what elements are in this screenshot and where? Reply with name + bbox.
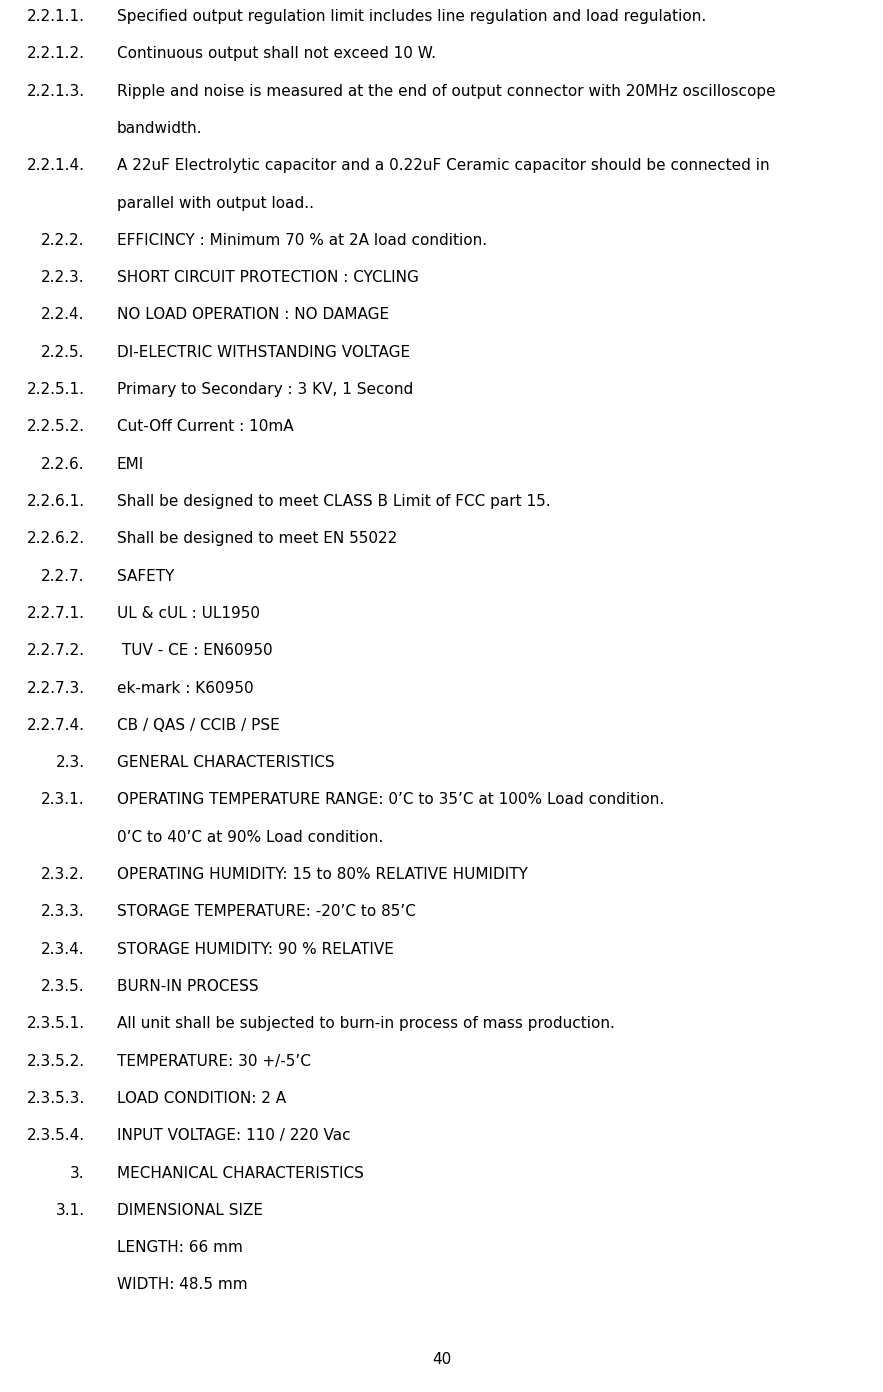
Text: 2.2.7.2.: 2.2.7.2. — [26, 643, 85, 658]
Text: 2.3.5.4.: 2.3.5.4. — [26, 1129, 85, 1143]
Text: 2.2.1.3.: 2.2.1.3. — [26, 84, 85, 99]
Text: STORAGE HUMIDITY: 90 % RELATIVE: STORAGE HUMIDITY: 90 % RELATIVE — [117, 942, 394, 956]
Text: UL & cUL : UL1950: UL & cUL : UL1950 — [117, 606, 260, 621]
Text: 2.2.5.2.: 2.2.5.2. — [26, 419, 85, 434]
Text: WIDTH: 48.5 mm: WIDTH: 48.5 mm — [117, 1278, 247, 1292]
Text: 2.3.: 2.3. — [56, 756, 85, 770]
Text: NO LOAD OPERATION : NO DAMAGE: NO LOAD OPERATION : NO DAMAGE — [117, 308, 389, 323]
Text: SAFETY: SAFETY — [117, 569, 174, 583]
Text: A 22uF Electrolytic capacitor and a 0.22uF Ceramic capacitor should be connected: A 22uF Electrolytic capacitor and a 0.22… — [117, 159, 769, 173]
Text: 2.3.1.: 2.3.1. — [42, 792, 85, 807]
Text: 2.3.5.: 2.3.5. — [42, 979, 85, 994]
Text: parallel with output load..: parallel with output load.. — [117, 196, 313, 210]
Text: 2.2.7.1.: 2.2.7.1. — [26, 606, 85, 621]
Text: 2.2.6.1.: 2.2.6.1. — [26, 494, 85, 509]
Text: Cut-Off Current : 10mA: Cut-Off Current : 10mA — [117, 419, 293, 434]
Text: LOAD CONDITION: 2 A: LOAD CONDITION: 2 A — [117, 1091, 286, 1105]
Text: 2.2.7.: 2.2.7. — [42, 569, 85, 583]
Text: 2.2.7.3.: 2.2.7.3. — [26, 681, 85, 696]
Text: bandwidth.: bandwidth. — [117, 121, 202, 136]
Text: 2.2.1.1.: 2.2.1.1. — [26, 10, 85, 24]
Text: 2.3.5.2.: 2.3.5.2. — [26, 1054, 85, 1069]
Text: 2.2.1.2.: 2.2.1.2. — [26, 46, 85, 61]
Text: 2.2.6.: 2.2.6. — [42, 457, 85, 472]
Text: OPERATING HUMIDITY: 15 to 80% RELATIVE HUMIDITY: OPERATING HUMIDITY: 15 to 80% RELATIVE H… — [117, 867, 527, 883]
Text: Ripple and noise is measured at the end of output connector with 20MHz oscillosc: Ripple and noise is measured at the end … — [117, 84, 775, 99]
Text: STORAGE TEMPERATURE: -20’C to 85’C: STORAGE TEMPERATURE: -20’C to 85’C — [117, 905, 415, 919]
Text: 2.3.5.1.: 2.3.5.1. — [26, 1016, 85, 1031]
Text: OPERATING TEMPERATURE RANGE: 0’C to 35’C at 100% Load condition.: OPERATING TEMPERATURE RANGE: 0’C to 35’C… — [117, 792, 664, 807]
Text: 3.1.: 3.1. — [56, 1203, 85, 1218]
Text: ek-mark : K60950: ek-mark : K60950 — [117, 681, 253, 696]
Text: All unit shall be subjected to burn-in process of mass production.: All unit shall be subjected to burn-in p… — [117, 1016, 615, 1031]
Text: 2.2.4.: 2.2.4. — [42, 308, 85, 323]
Text: Shall be designed to meet EN 55022: Shall be designed to meet EN 55022 — [117, 532, 396, 546]
Text: 2.2.6.2.: 2.2.6.2. — [26, 532, 85, 546]
Text: 2.3.2.: 2.3.2. — [42, 867, 85, 883]
Text: Continuous output shall not exceed 10 W.: Continuous output shall not exceed 10 W. — [117, 46, 435, 61]
Text: Shall be designed to meet CLASS B Limit of FCC part 15.: Shall be designed to meet CLASS B Limit … — [117, 494, 550, 509]
Text: 2.2.2.: 2.2.2. — [42, 232, 85, 248]
Text: 2.3.5.3.: 2.3.5.3. — [26, 1091, 85, 1105]
Text: 2.3.3.: 2.3.3. — [41, 905, 85, 919]
Text: BURN-IN PROCESS: BURN-IN PROCESS — [117, 979, 258, 994]
Text: EFFICINCY : Minimum 70 % at 2A load condition.: EFFICINCY : Minimum 70 % at 2A load cond… — [117, 232, 487, 248]
Text: INPUT VOLTAGE: 110 / 220 Vac: INPUT VOLTAGE: 110 / 220 Vac — [117, 1129, 351, 1143]
Text: 40: 40 — [432, 1352, 451, 1367]
Text: 2.2.5.1.: 2.2.5.1. — [26, 383, 85, 397]
Text: 2.2.5.: 2.2.5. — [42, 345, 85, 359]
Text: 2.2.1.4.: 2.2.1.4. — [26, 159, 85, 173]
Text: 0’C to 40’C at 90% Load condition.: 0’C to 40’C at 90% Load condition. — [117, 830, 383, 845]
Text: CB / QAS / CCIB / PSE: CB / QAS / CCIB / PSE — [117, 718, 279, 732]
Text: Specified output regulation limit includes line regulation and load regulation.: Specified output regulation limit includ… — [117, 10, 706, 24]
Text: 2.2.3.: 2.2.3. — [42, 270, 85, 285]
Text: EMI: EMI — [117, 457, 144, 472]
Text: TEMPERATURE: 30 +/-5’C: TEMPERATURE: 30 +/-5’C — [117, 1054, 311, 1069]
Text: Primary to Secondary : 3 KV, 1 Second: Primary to Secondary : 3 KV, 1 Second — [117, 383, 413, 397]
Text: MECHANICAL CHARACTERISTICS: MECHANICAL CHARACTERISTICS — [117, 1165, 364, 1180]
Text: GENERAL CHARACTERISTICS: GENERAL CHARACTERISTICS — [117, 756, 334, 770]
Text: 2.2.7.4.: 2.2.7.4. — [26, 718, 85, 732]
Text: 3.: 3. — [70, 1165, 85, 1180]
Text: DIMENSIONAL SIZE: DIMENSIONAL SIZE — [117, 1203, 262, 1218]
Text: LENGTH: 66 mm: LENGTH: 66 mm — [117, 1240, 243, 1256]
Text: DI-ELECTRIC WITHSTANDING VOLTAGE: DI-ELECTRIC WITHSTANDING VOLTAGE — [117, 345, 410, 359]
Text: TUV - CE : EN60950: TUV - CE : EN60950 — [117, 643, 272, 658]
Text: SHORT CIRCUIT PROTECTION : CYCLING: SHORT CIRCUIT PROTECTION : CYCLING — [117, 270, 419, 285]
Text: 2.3.4.: 2.3.4. — [42, 942, 85, 956]
